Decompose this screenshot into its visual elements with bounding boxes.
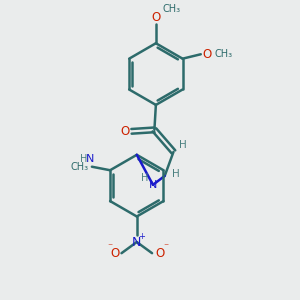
Text: O: O xyxy=(155,247,165,260)
Text: O: O xyxy=(151,11,160,24)
Text: O: O xyxy=(202,48,212,61)
Text: ⁻: ⁻ xyxy=(107,242,112,252)
Text: CH₃: CH₃ xyxy=(70,162,88,172)
Text: H: H xyxy=(80,154,87,164)
Text: CH₃: CH₃ xyxy=(214,49,233,59)
Text: ⁻: ⁻ xyxy=(164,242,169,252)
Text: H: H xyxy=(172,169,180,179)
Text: O: O xyxy=(110,247,120,260)
Text: CH₃: CH₃ xyxy=(163,4,181,14)
Text: N: N xyxy=(86,154,94,164)
Text: H: H xyxy=(141,173,148,183)
Text: +: + xyxy=(139,232,145,241)
Text: H: H xyxy=(179,140,187,150)
Text: N: N xyxy=(149,180,157,190)
Text: N: N xyxy=(132,236,142,248)
Text: O: O xyxy=(120,125,130,138)
